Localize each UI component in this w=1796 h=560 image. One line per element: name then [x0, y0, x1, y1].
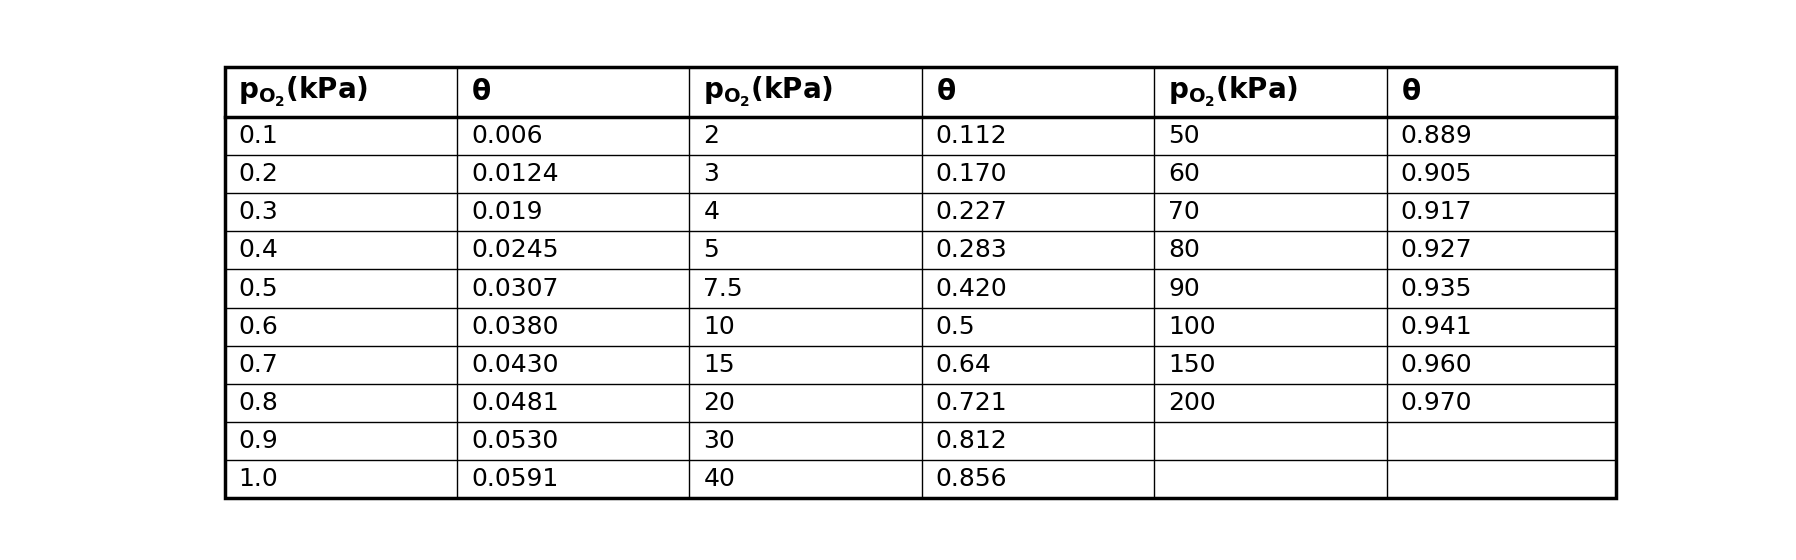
Text: 0.283: 0.283: [936, 239, 1008, 262]
Text: 200: 200: [1167, 391, 1216, 415]
Text: $\mathbf{p_{O_2}}$$\mathbf{(kPa)}$: $\mathbf{p_{O_2}}$$\mathbf{(kPa)}$: [1167, 75, 1299, 109]
Text: 0.9: 0.9: [239, 429, 278, 453]
Text: 0.917: 0.917: [1401, 200, 1473, 224]
Text: 0.7: 0.7: [239, 353, 278, 377]
Text: 0.0481: 0.0481: [471, 391, 559, 415]
Text: 0.960: 0.960: [1401, 353, 1473, 377]
Text: 0.970: 0.970: [1401, 391, 1473, 415]
Text: 4: 4: [704, 200, 720, 224]
Text: 0.0591: 0.0591: [471, 467, 559, 491]
Text: 0.812: 0.812: [936, 429, 1008, 453]
Text: $\mathbf{p_{O_2}}$$\mathbf{(kPa)}$: $\mathbf{p_{O_2}}$$\mathbf{(kPa)}$: [704, 75, 833, 109]
Text: 0.927: 0.927: [1401, 239, 1473, 262]
Text: 0.5: 0.5: [936, 315, 975, 339]
Text: 20: 20: [704, 391, 735, 415]
Text: 0.420: 0.420: [936, 277, 1008, 301]
Text: 30: 30: [704, 429, 735, 453]
Text: 50: 50: [1167, 124, 1200, 148]
Text: 80: 80: [1167, 239, 1200, 262]
Text: 1.0: 1.0: [239, 467, 278, 491]
Text: 0.935: 0.935: [1401, 277, 1473, 301]
Text: 90: 90: [1167, 277, 1200, 301]
Text: 7.5: 7.5: [704, 277, 744, 301]
Text: 2: 2: [704, 124, 720, 148]
Text: 0.64: 0.64: [936, 353, 991, 377]
Text: $\mathbf{\theta}$: $\mathbf{\theta}$: [1401, 78, 1421, 106]
Text: $\mathbf{\theta}$: $\mathbf{\theta}$: [471, 78, 490, 106]
Text: 150: 150: [1167, 353, 1216, 377]
Text: 0.0307: 0.0307: [471, 277, 559, 301]
Text: $\mathbf{p_{O_2}}$$\mathbf{(kPa)}$: $\mathbf{p_{O_2}}$$\mathbf{(kPa)}$: [239, 75, 368, 109]
Text: 0.905: 0.905: [1401, 162, 1473, 186]
Text: 0.006: 0.006: [471, 124, 542, 148]
Text: 0.227: 0.227: [936, 200, 1008, 224]
Text: 0.1: 0.1: [239, 124, 278, 148]
Text: 0.8: 0.8: [239, 391, 278, 415]
Text: 15: 15: [704, 353, 735, 377]
Text: 40: 40: [704, 467, 735, 491]
Text: 60: 60: [1167, 162, 1200, 186]
Text: 0.5: 0.5: [239, 277, 278, 301]
Text: 0.721: 0.721: [936, 391, 1008, 415]
Text: 10: 10: [704, 315, 735, 339]
Text: 0.0530: 0.0530: [471, 429, 559, 453]
Text: 0.0124: 0.0124: [471, 162, 559, 186]
Text: 0.0245: 0.0245: [471, 239, 559, 262]
Text: 0.889: 0.889: [1401, 124, 1473, 148]
Text: 0.0430: 0.0430: [471, 353, 559, 377]
Text: 0.0380: 0.0380: [471, 315, 559, 339]
Text: 0.6: 0.6: [239, 315, 278, 339]
Text: 0.4: 0.4: [239, 239, 278, 262]
Text: $\mathbf{\theta}$: $\mathbf{\theta}$: [936, 78, 955, 106]
Text: 0.112: 0.112: [936, 124, 1008, 148]
Text: 0.856: 0.856: [936, 467, 1008, 491]
Text: 0.170: 0.170: [936, 162, 1008, 186]
Text: 0.019: 0.019: [471, 200, 542, 224]
Text: 5: 5: [704, 239, 718, 262]
Text: 0.3: 0.3: [239, 200, 278, 224]
Text: 0.2: 0.2: [239, 162, 278, 186]
Text: 70: 70: [1167, 200, 1200, 224]
Text: 0.941: 0.941: [1401, 315, 1473, 339]
Text: 3: 3: [704, 162, 718, 186]
Text: 100: 100: [1167, 315, 1216, 339]
